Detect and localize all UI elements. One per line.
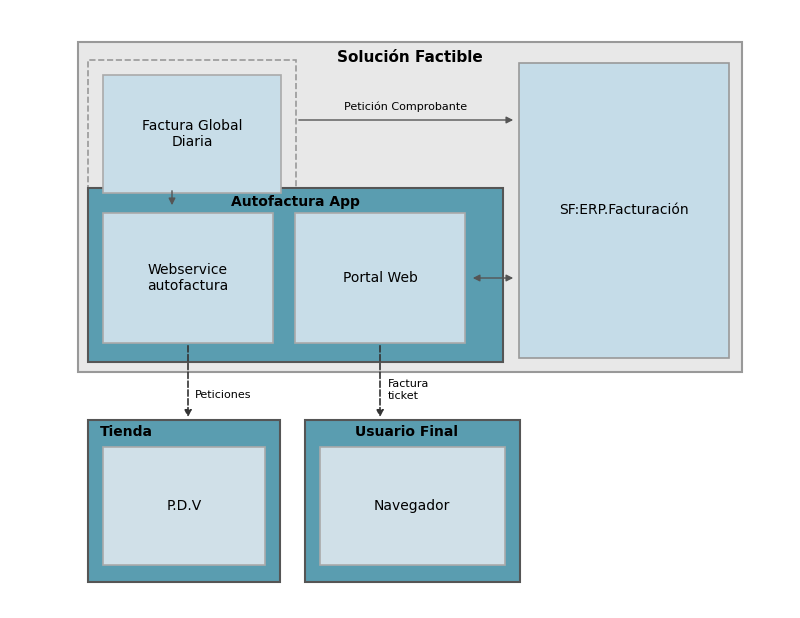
Text: Petición Comprobante: Petición Comprobante [345,101,467,112]
Bar [88,60,296,208]
Bar [519,63,729,358]
Text: SF:ERP.Facturación: SF:ERP.Facturación [559,203,689,217]
Text: Factura Global
Diaria: Factura Global Diaria [142,119,242,149]
Text: P.D.V: P.D.V [166,499,202,513]
Text: Portal Web: Portal Web [342,271,418,285]
Text: Solución Factible: Solución Factible [337,49,483,64]
Text: Tienda: Tienda [100,425,153,439]
Bar [78,42,742,372]
Text: Usuario Final: Usuario Final [355,425,458,439]
Text: Peticiones: Peticiones [195,390,251,400]
Text: Webservice
autofactura: Webservice autofactura [147,263,229,293]
Bar [88,188,503,362]
Text: Navegador: Navegador [374,499,450,513]
Text: Factura
ticket: Factura ticket [388,379,430,401]
Bar [295,213,465,343]
Bar [320,447,505,565]
Bar [103,447,265,565]
Bar [88,420,280,582]
Text: Autofactura App: Autofactura App [230,195,359,209]
Bar [103,75,281,193]
Bar [305,420,520,582]
Bar [103,213,273,343]
